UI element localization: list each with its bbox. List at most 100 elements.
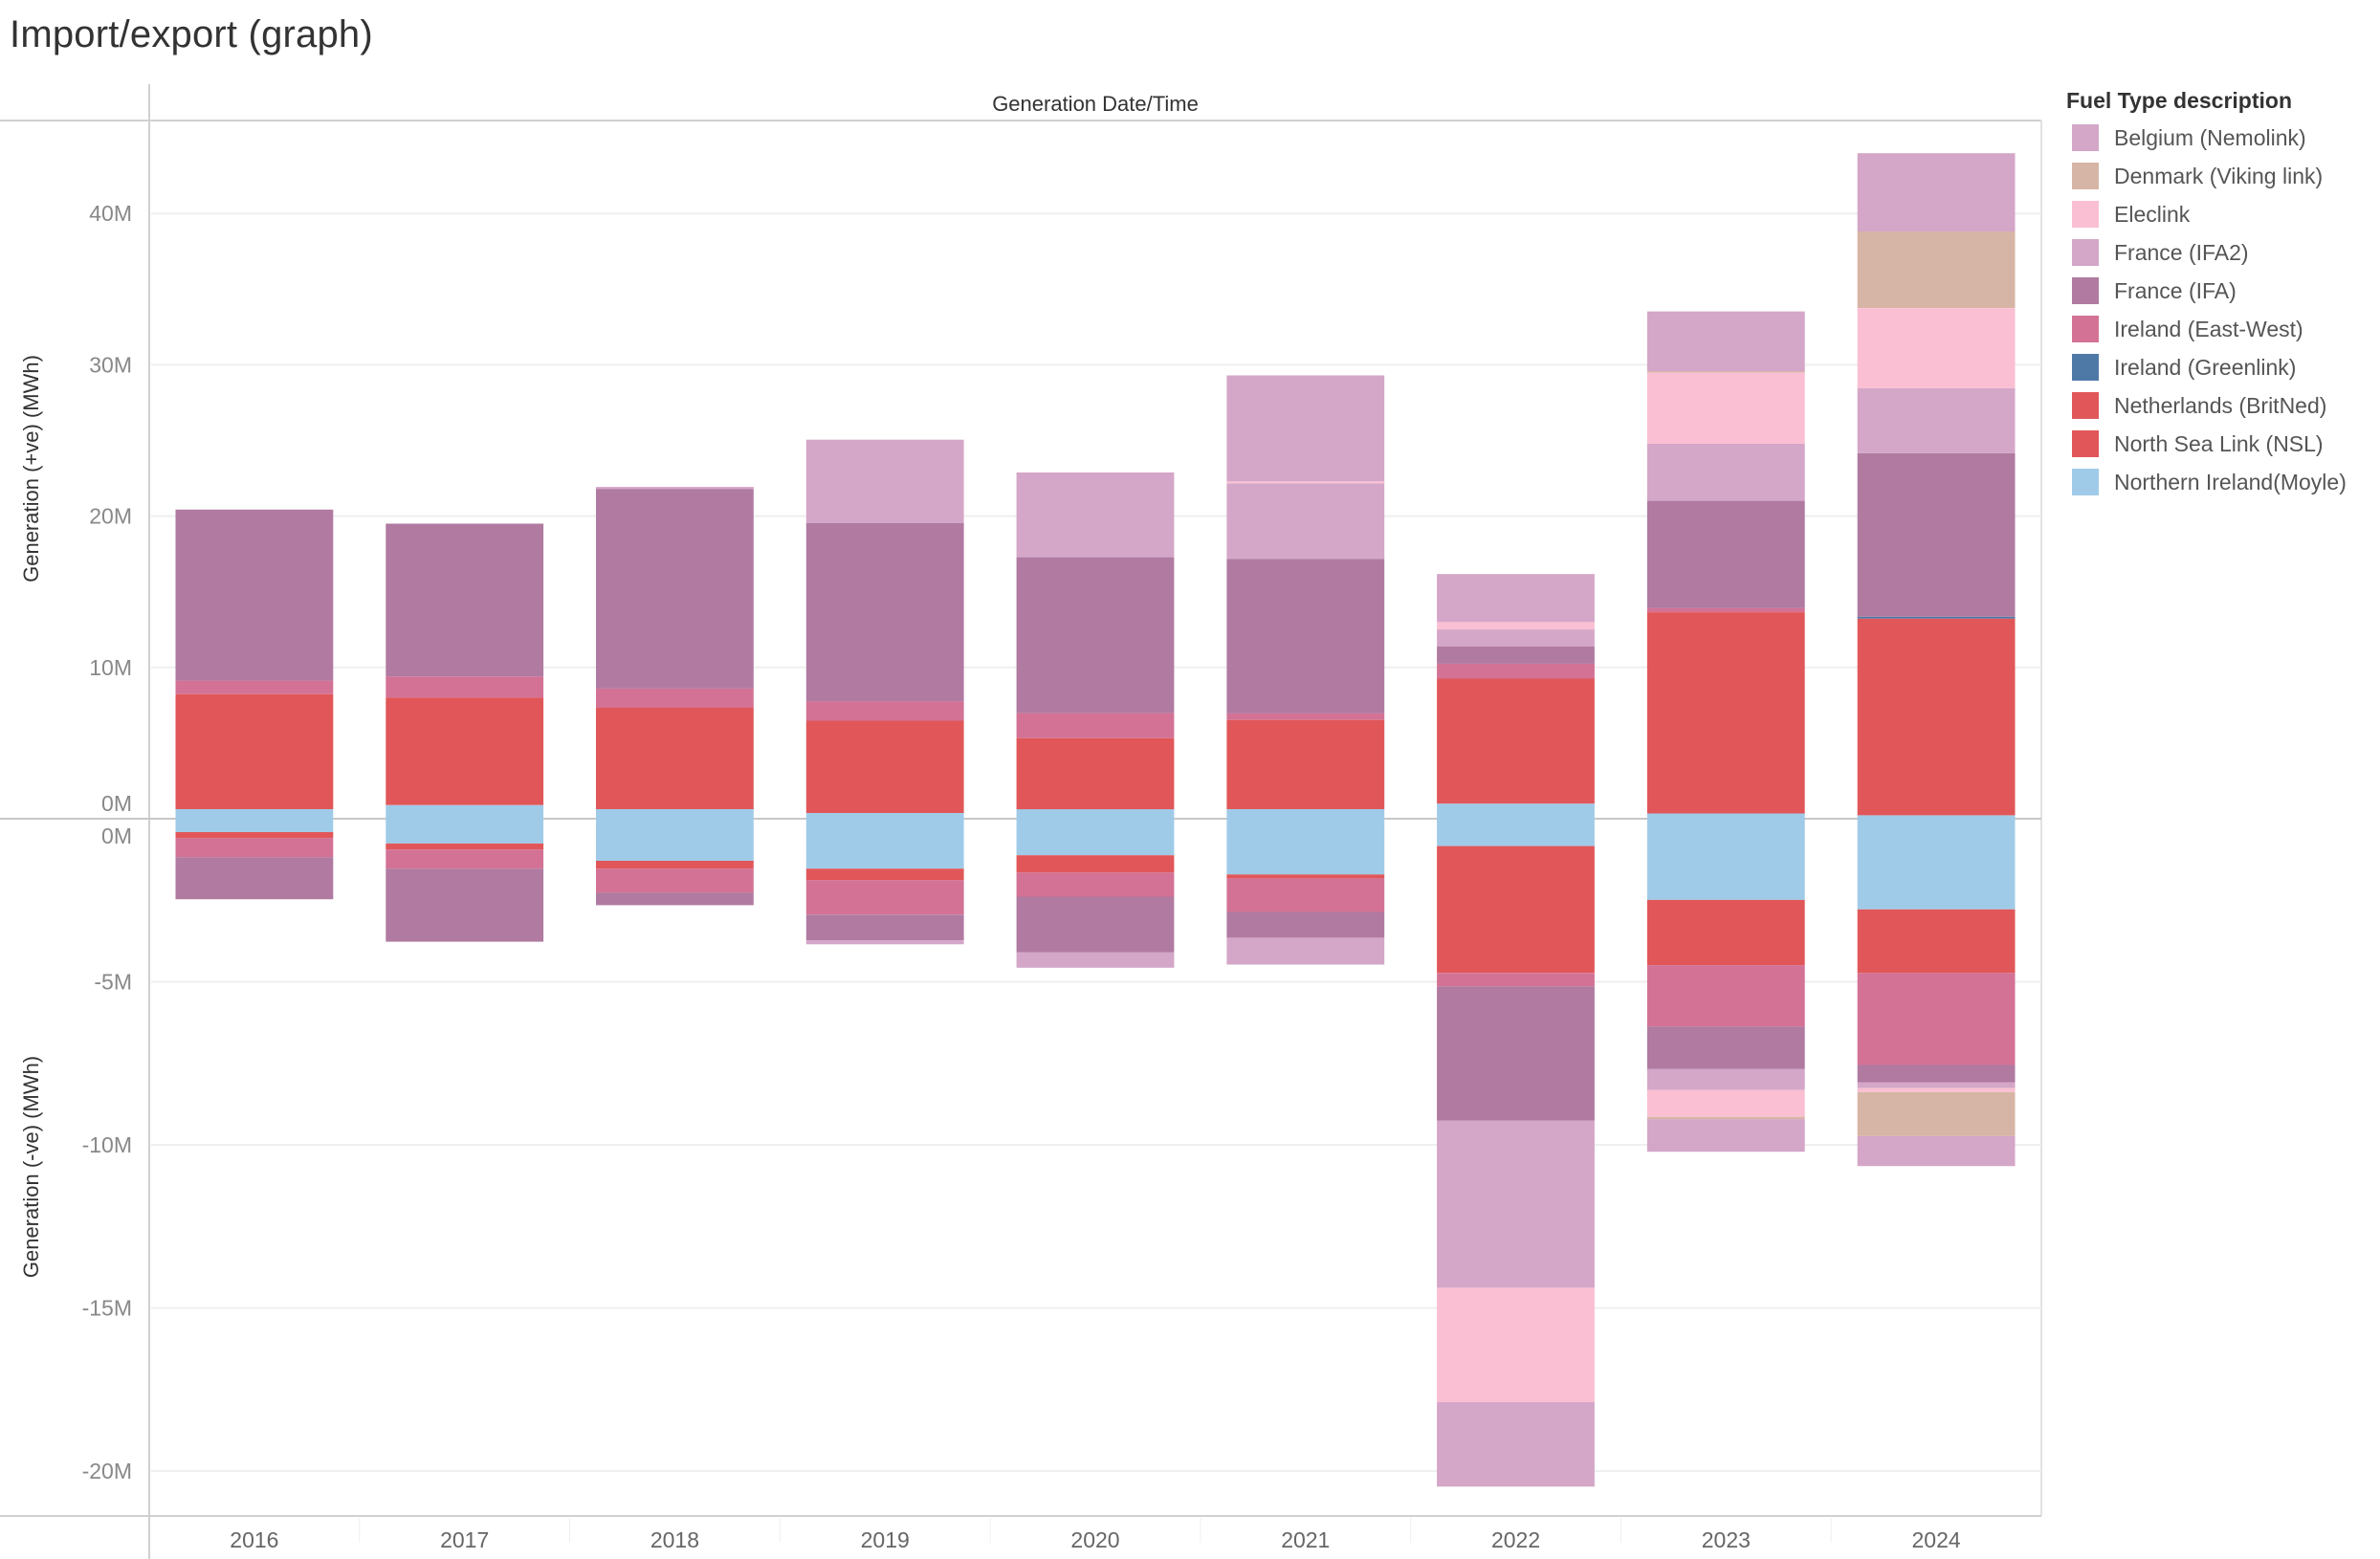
bar-segment[interactable] — [1016, 472, 1175, 558]
bar-segment[interactable] — [805, 522, 964, 702]
bar-segment[interactable] — [1437, 622, 1595, 630]
bar-segment[interactable] — [1857, 1091, 2016, 1136]
bar-segment[interactable] — [1646, 500, 1805, 608]
bar-segment[interactable] — [596, 708, 754, 809]
legend-item[interactable]: Netherlands (BritNed) — [2066, 386, 2372, 425]
bar-segment[interactable] — [596, 861, 754, 869]
bar-segment[interactable] — [1857, 452, 2016, 617]
bar-segment[interactable] — [596, 489, 754, 689]
legend-item[interactable]: Belgium (Nemolink) — [2066, 119, 2372, 157]
bar-segment[interactable] — [1016, 713, 1175, 738]
bar-segment[interactable] — [1646, 311, 1805, 372]
bar-segment[interactable] — [1646, 1116, 1805, 1120]
bar-segment[interactable] — [1437, 678, 1595, 804]
bar-segment[interactable] — [1857, 153, 2016, 231]
bar-segment[interactable] — [1646, 1026, 1805, 1069]
bar-segment[interactable] — [1016, 557, 1175, 714]
bar-segment[interactable] — [805, 813, 964, 819]
legend-item[interactable]: North Sea Link (NSL) — [2066, 425, 2372, 463]
bar-segment[interactable] — [805, 914, 964, 941]
legend-item[interactable]: Northern Ireland(Moyle) — [2066, 463, 2372, 501]
bar-segment[interactable] — [1437, 819, 1595, 846]
bar-segment[interactable] — [1646, 612, 1805, 814]
bar-segment[interactable] — [1857, 909, 2016, 974]
bar-segment[interactable] — [1857, 616, 2016, 619]
bar-segment[interactable] — [1857, 387, 2016, 453]
bar-segment[interactable] — [1016, 872, 1175, 897]
bar-segment[interactable] — [596, 892, 754, 906]
bar-segment[interactable] — [1016, 809, 1175, 819]
bar-segment[interactable] — [1226, 809, 1385, 819]
legend-item[interactable]: Ireland (East-West) — [2066, 310, 2372, 348]
bar-segment[interactable] — [1226, 483, 1385, 560]
bar-segment[interactable] — [1437, 803, 1595, 819]
bar-segment[interactable] — [805, 439, 964, 523]
bar-segment[interactable] — [386, 868, 544, 942]
bar-segment[interactable] — [1016, 737, 1175, 810]
bar-segment[interactable] — [1016, 855, 1175, 873]
bar-segment[interactable] — [175, 809, 334, 819]
bar-segment[interactable] — [1646, 372, 1805, 444]
bar-segment[interactable] — [175, 509, 334, 681]
bar-segment[interactable] — [386, 819, 544, 844]
bar-segment[interactable] — [175, 819, 334, 832]
bar-segment[interactable] — [1646, 607, 1805, 612]
bar-segment[interactable] — [1016, 952, 1175, 968]
legend-item[interactable]: Eleclink — [2066, 195, 2372, 233]
bar-segment[interactable] — [1646, 899, 1805, 966]
bar-segment[interactable] — [1857, 308, 2016, 388]
bar-segment[interactable] — [175, 680, 334, 694]
bar-segment[interactable] — [1646, 1068, 1805, 1090]
bar-segment[interactable] — [596, 868, 754, 893]
bar-segment[interactable] — [175, 832, 334, 839]
bar-segment[interactable] — [1226, 819, 1385, 875]
bar-segment[interactable] — [386, 523, 544, 677]
bar-segment[interactable] — [1857, 231, 2016, 308]
bar-segment[interactable] — [1857, 1082, 2016, 1088]
bar-segment[interactable] — [596, 688, 754, 708]
bar-segment[interactable] — [1857, 1135, 2016, 1167]
bar-segment[interactable] — [1437, 1287, 1595, 1403]
bar-segment[interactable] — [1437, 663, 1595, 679]
bar-segment[interactable] — [1646, 1089, 1805, 1117]
bar-segment[interactable] — [1437, 647, 1595, 664]
bar-segment[interactable] — [1857, 1087, 2016, 1092]
bar-segment[interactable] — [1226, 719, 1385, 809]
bar-segment[interactable] — [1646, 965, 1805, 1027]
bar-segment[interactable] — [1016, 819, 1175, 856]
bar-segment[interactable] — [1437, 845, 1595, 974]
bar-segment[interactable] — [805, 880, 964, 915]
bar-segment[interactable] — [386, 849, 544, 869]
bar-segment[interactable] — [1646, 819, 1805, 900]
bar-segment[interactable] — [596, 819, 754, 861]
bar-segment[interactable] — [1646, 371, 1805, 373]
bar-segment[interactable] — [1016, 896, 1175, 953]
bar-segment[interactable] — [1857, 618, 2016, 816]
legend-item[interactable]: France (IFA2) — [2066, 233, 2372, 272]
bar-segment[interactable] — [1437, 1402, 1595, 1487]
legend-item[interactable]: France (IFA) — [2066, 272, 2372, 310]
bar-segment[interactable] — [175, 693, 334, 809]
bar-segment[interactable] — [1437, 1120, 1595, 1288]
bar-segment[interactable] — [1226, 937, 1385, 965]
bar-segment[interactable] — [805, 868, 964, 881]
bar-segment[interactable] — [1437, 574, 1595, 623]
bar-segment[interactable] — [386, 804, 544, 819]
bar-segment[interactable] — [805, 819, 964, 869]
bar-segment[interactable] — [1226, 713, 1385, 720]
bar-segment[interactable] — [1226, 874, 1385, 879]
bar-segment[interactable] — [805, 940, 964, 945]
bar-segment[interactable] — [1437, 629, 1595, 647]
bar-segment[interactable] — [175, 838, 334, 858]
bar-segment[interactable] — [1437, 986, 1595, 1121]
legend-item[interactable]: Denmark (Viking link) — [2066, 157, 2372, 195]
bar-segment[interactable] — [1226, 559, 1385, 714]
bar-segment[interactable] — [1857, 819, 2016, 910]
bar-segment[interactable] — [1226, 878, 1385, 912]
bar-segment[interactable] — [1226, 481, 1385, 484]
bar-segment[interactable] — [386, 843, 544, 849]
bar-segment[interactable] — [386, 697, 544, 805]
legend-item[interactable]: Ireland (Greenlink) — [2066, 348, 2372, 386]
bar-segment[interactable] — [1646, 443, 1805, 501]
bar-segment[interactable] — [596, 487, 754, 490]
